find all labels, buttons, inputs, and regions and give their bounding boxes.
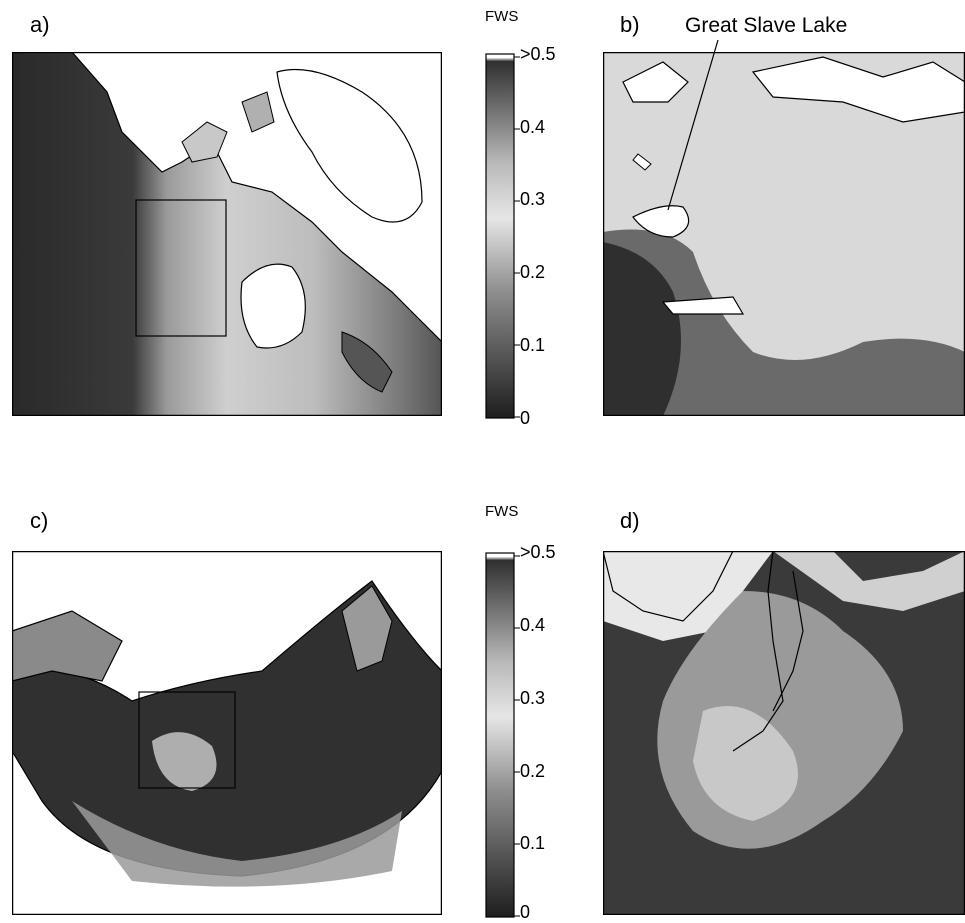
zoom-box-c [138,691,236,789]
colorbar-top-title: FWS [485,8,519,25]
colorbar-bottom [485,552,520,918]
colorbar-bottom-tick-4: 0.4 [520,615,546,635]
colorbar-top-tick-1: 0.1 [520,335,546,355]
colorbar-bottom-tick-5: >0.5 [520,542,556,562]
great-slave-lake [632,205,690,238]
panel-a-label: a) [30,12,50,37]
colorbar-bottom-tick-3: 0.3 [520,688,546,708]
colorbar-top-tick-5: >0.5 [520,44,556,64]
panel-b-label: b) [620,12,640,37]
panel-c-label: c) [30,508,49,533]
map-panel-c [12,551,442,915]
panel-d-label: d) [620,508,640,533]
map-panel-a [12,52,442,416]
colorbar-top-tick-0: 0 [520,408,531,428]
colorbar-bottom-tick-1: 0.1 [520,833,546,853]
colorbar-top-tick-4: 0.4 [520,117,546,137]
colorbar-bottom-tick-0: 0 [520,902,531,922]
colorbar-top-tick-3: 0.3 [520,189,546,209]
map-panel-b [603,52,965,416]
colorbar-top [485,53,520,419]
zoom-box-a [135,199,227,337]
colorbar-bottom-tick-2: 0.2 [520,761,546,781]
colorbar-top-tick-2: 0.2 [520,262,546,282]
great-slave-lake-annotation: Great Slave Lake [685,14,848,37]
colorbar-bottom-title: FWS [485,503,519,520]
map-panel-d [603,551,965,915]
